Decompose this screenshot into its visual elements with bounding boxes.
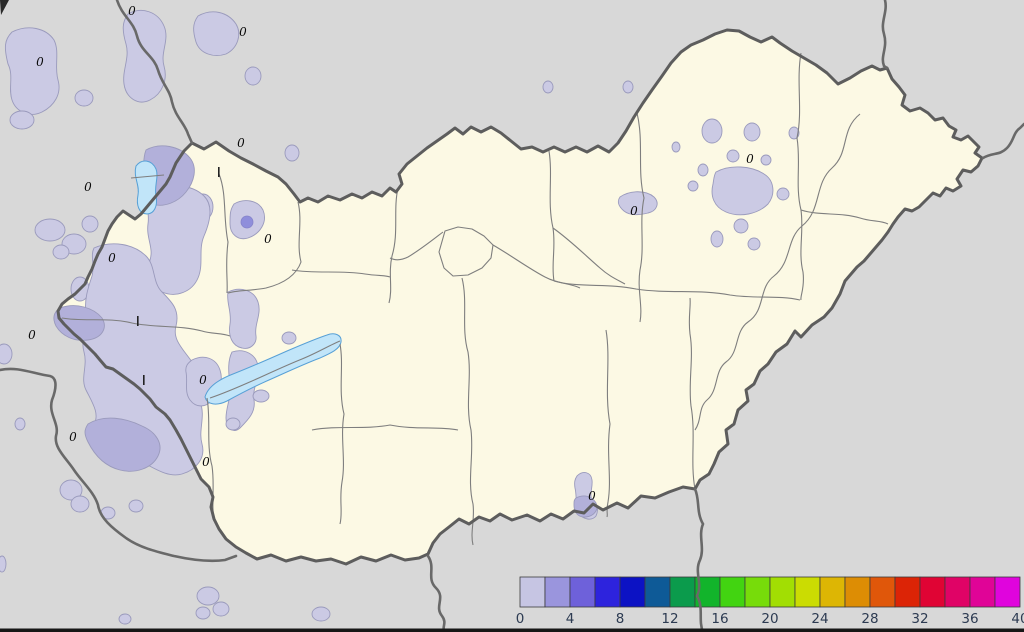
southern-rivers: [426, 487, 705, 632]
contour-label: 0: [28, 328, 36, 342]
contour-label: 0: [199, 373, 207, 387]
legend-tick-label: 0: [516, 611, 525, 627]
contour-tick: [218, 167, 220, 177]
legend-cell: [794, 576, 821, 608]
contour-label: 0: [237, 136, 245, 150]
contour-label: 0: [84, 180, 92, 194]
color-scale-legend: 0 4 8 12 16 20 24 28 32 36 40: [516, 576, 1024, 627]
legend-cell: [519, 576, 546, 608]
hungary-land: [58, 30, 982, 564]
contour-label: 0: [239, 25, 247, 39]
legend-cell: [644, 576, 671, 608]
precipitation-core-spot: [240, 215, 254, 229]
contour-label: 0: [588, 489, 596, 503]
legend-tick-label: 40: [1011, 611, 1024, 627]
county-borders: [61, 52, 889, 546]
legend-tick-label: 4: [566, 611, 575, 627]
legend-cell: [669, 576, 696, 608]
legend-tick-label: 20: [761, 611, 778, 627]
legend-cell: [969, 576, 996, 608]
legend-tick-label: 8: [616, 611, 625, 627]
legend-cell: [919, 576, 946, 608]
contour-label: 0: [264, 232, 272, 246]
legend-tick-label: 36: [961, 611, 978, 627]
contour-labels: 0 0 0 0 0 0 0 0 0 0 0 0 0 0: [28, 4, 754, 503]
legend-cell: [594, 576, 621, 608]
contour-label: 0: [746, 152, 754, 166]
contour-label: 0: [630, 204, 638, 218]
contour-label: 0: [69, 430, 77, 444]
legend-cell: [844, 576, 871, 608]
legend-tick-label: 16: [711, 611, 728, 627]
bottom-frame-bar: [0, 628, 1024, 632]
legend-cell: [719, 576, 746, 608]
river-danube-south: [426, 554, 448, 632]
river-tisza-south: [693, 487, 705, 632]
precipitation-areas-light: [0, 10, 800, 625]
contour-label: 0: [128, 4, 136, 18]
legend-cell: [994, 576, 1021, 608]
legend-cell: [869, 576, 896, 608]
contour-tick: [143, 375, 145, 385]
corner-mark: [0, 0, 9, 15]
foreign-borders: [0, 0, 1024, 563]
contour-tick: [137, 316, 139, 326]
legend-tick-label: 28: [861, 611, 878, 627]
contour-label: 0: [36, 55, 44, 69]
contour-label: 0: [202, 455, 210, 469]
legend-cell: [944, 576, 971, 608]
legend-cell: [894, 576, 921, 608]
legend-cell: [619, 576, 646, 608]
legend-cell: [819, 576, 846, 608]
legend-cell: [769, 576, 796, 608]
legend-tick-label: 24: [811, 611, 828, 627]
legend-cell: [544, 576, 571, 608]
legend-cell: [569, 576, 596, 608]
legend-tick-label: 12: [661, 611, 678, 627]
legend-cell: [744, 576, 771, 608]
hungary-border: [56, 28, 984, 566]
legend-tick-label: 32: [911, 611, 928, 627]
contour-label: 0: [108, 251, 116, 265]
